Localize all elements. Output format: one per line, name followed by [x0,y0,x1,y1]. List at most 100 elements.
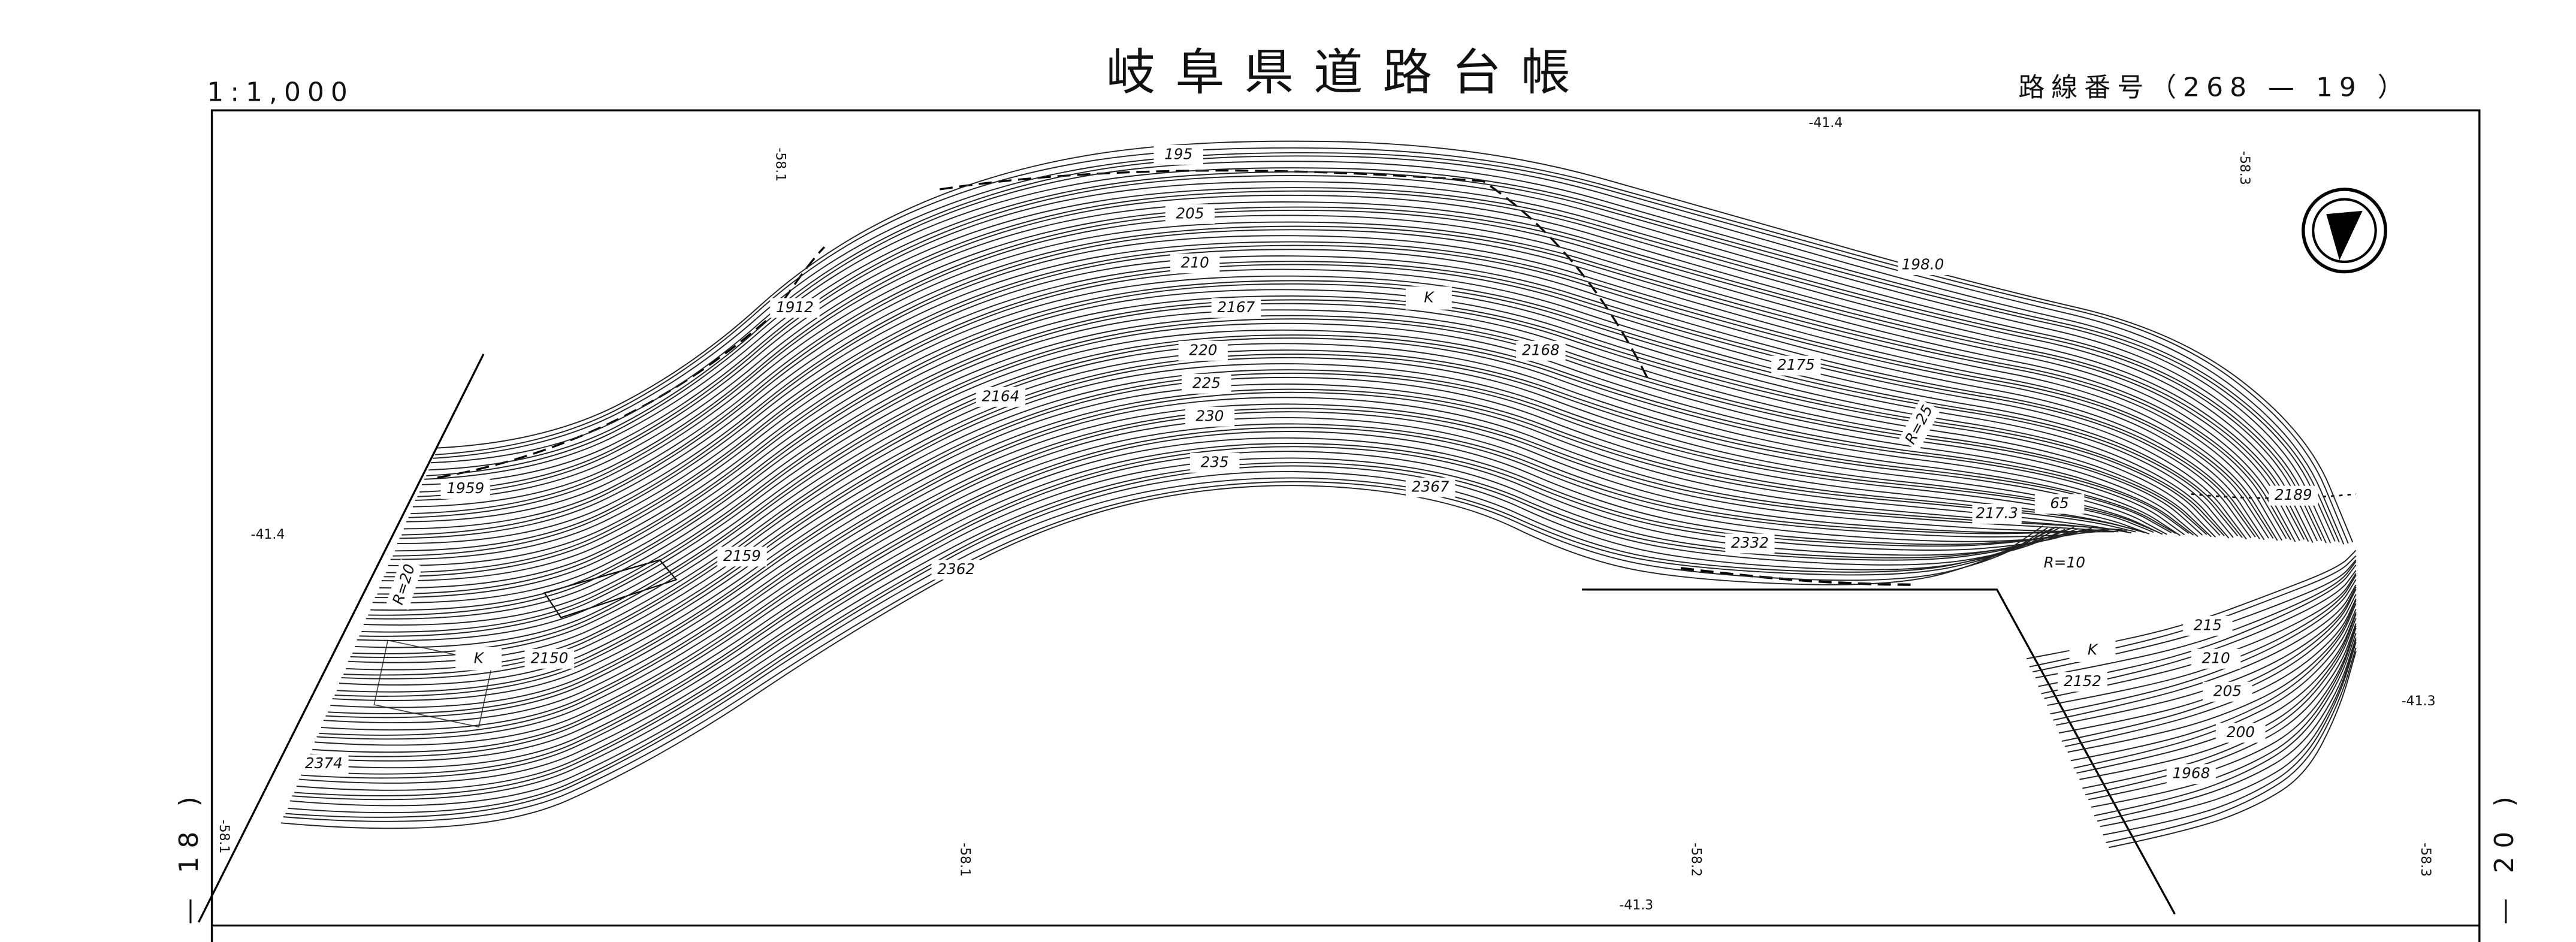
contour-label: 2362 [937,560,975,578]
contour-line [368,295,2216,616]
contour-label: 2159 [723,547,761,564]
contour-line [332,372,2145,701]
frame [210,109,2481,942]
contour-line [401,221,2282,541]
grid-label: -58.1 [773,147,788,182]
contour-line [314,411,2110,746]
contour-label: 195 [1164,145,1192,162]
contour-label: 2167 [1217,298,1255,316]
label-bg [2203,681,2252,702]
contour-line [417,187,2314,543]
contour-line [294,457,2070,796]
north-arrow [2326,210,2363,261]
contour-line [403,215,2287,539]
contour-line [316,407,2114,740]
north-arrow [2312,198,2377,264]
contour-label: 2164 [982,387,1019,404]
contour-label: 217.3 [1976,504,2018,521]
contour-line [357,318,2194,641]
label-bg [440,479,490,499]
label-bg [1898,255,1948,275]
contour-line [2100,639,2357,828]
contour-label: 65 [2050,494,2068,512]
contour-line [395,235,2269,552]
label-bg [1211,298,1261,318]
contour-line [330,376,2141,708]
grid-label: -41.3 [1619,898,1653,913]
grid-label: -58.1 [957,843,972,877]
contour-label: 198.0 [1902,255,1944,273]
contour-label: 2374 [305,754,343,772]
contour-line [2053,584,2357,721]
contour-line [341,354,2163,680]
label-bg [1516,340,1566,361]
contour-line [352,329,2185,654]
label-bg [1189,452,1240,473]
contour-line [379,268,2239,589]
contour-line [392,241,2265,557]
contour-line [430,155,2340,543]
label-bg [1153,144,1203,165]
contour-line [366,299,2212,620]
contour-line [386,255,2252,573]
label-bg [455,647,502,671]
contour-label: 205 [2213,682,2242,699]
contour-line [375,280,2230,599]
contour-line [350,334,2181,659]
scale: 1:1,000 [207,77,354,108]
contour-label: 2150 [530,649,568,666]
contour-line [377,275,2234,595]
road-boundary [437,246,826,479]
label-bg [1725,533,1775,554]
contour-line [339,357,2158,686]
contour-line [428,161,2336,542]
contour-line [381,264,2243,582]
contour-label: 220 [1189,341,1217,358]
contour-line [435,147,2349,544]
map-note: R=10 [2044,554,2085,571]
contour-line [383,261,2247,578]
label-bg [1771,355,1821,376]
contour-line [334,369,2150,697]
label-bg [1170,253,1220,274]
contour-label: 225 [1192,374,1221,391]
contour-line [410,201,2300,541]
contour-line [292,462,2065,801]
label-bg [1165,204,1215,224]
contour-label: 1968 [2172,765,2210,782]
contour-line [437,140,2354,543]
grid-label: -58.1 [216,820,231,854]
contour-label: 230 [1195,407,1224,424]
contour-label: 215 [2194,616,2222,633]
contour-line [2076,612,2357,774]
map-note: K [474,649,485,666]
survey-edge [198,354,485,923]
label-bg [386,559,423,611]
contour-line [319,403,2119,736]
contour-line [328,383,2136,714]
contour-line [325,388,2132,718]
contour-label: 2152 [2064,672,2101,690]
contour-line [283,481,2048,822]
label-bg [2069,639,2116,662]
grid-label: -58.3 [2418,843,2433,877]
contour-line [2056,587,2357,726]
label-bg [524,648,575,669]
contour-line [370,289,2221,611]
contour-line [2109,651,2357,849]
road-edge [1582,588,2176,915]
title: 岐阜県道路台帳 [1106,44,1590,101]
contour-line [2103,642,2357,836]
contour-line [2038,564,2357,687]
contour-line [2094,633,2357,817]
label-bg [1406,477,1455,497]
label-bg [931,560,981,580]
contour-line [343,349,2167,676]
route-number: 路線番号（268 — 19 ） [2018,72,2410,102]
contour-line [363,303,2207,626]
label-bg [1972,503,2022,524]
contour-line [348,337,2176,663]
contour-label: 235 [1201,453,1229,470]
contour-line [289,465,2061,807]
